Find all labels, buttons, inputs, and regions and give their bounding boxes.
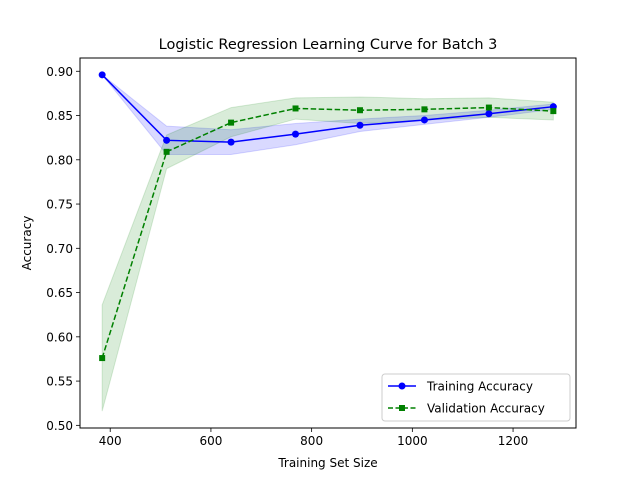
y-tick-label: 0.70 <box>46 242 73 256</box>
plot-area-frame <box>79 57 577 429</box>
validation-accuracy-point <box>550 108 557 115</box>
y-tick-label: 0.65 <box>46 286 73 300</box>
validation-accuracy-point <box>421 106 428 113</box>
x-axis-label: Training Set Size <box>277 456 377 470</box>
validation-accuracy-point <box>228 119 235 126</box>
legend-marker-training <box>398 382 406 390</box>
training-accuracy-point <box>292 130 300 138</box>
x-tick-label: 1200 <box>498 434 529 448</box>
legend-marker-validation <box>399 405 405 411</box>
x-tick-label: 1000 <box>397 434 428 448</box>
validation-accuracy-point <box>292 105 299 112</box>
y-tick-label: 0.60 <box>46 330 73 344</box>
validation-accuracy-point <box>99 355 106 362</box>
training-accuracy-point <box>356 121 364 129</box>
validation-accuracy-line <box>101 106 554 359</box>
training-accuracy-point <box>227 138 235 146</box>
y-tick-label: 0.50 <box>46 419 73 433</box>
y-tick-label: 0.85 <box>46 109 73 123</box>
x-tick-label: 800 <box>300 434 323 448</box>
y-tick-label: 0.75 <box>46 198 73 212</box>
validation-accuracy-band <box>101 96 554 412</box>
training-accuracy-point <box>485 110 493 118</box>
x-tick-label: 400 <box>99 434 122 448</box>
training-accuracy-point <box>163 136 171 144</box>
training-accuracy-point <box>98 71 106 79</box>
y-tick-label: 0.90 <box>46 65 73 79</box>
legend-label-validation: Validation Accuracy <box>427 402 545 416</box>
y-axis-label: Accuracy <box>20 216 34 271</box>
legend-label-training: Training Accuracy <box>426 380 533 394</box>
training-accuracy-point <box>420 116 428 124</box>
chart-title: Logistic Regression Learning Curve for B… <box>159 37 498 53</box>
y-tick-label: 0.80 <box>46 153 73 167</box>
validation-accuracy-point <box>356 107 363 114</box>
legend-box <box>381 373 571 422</box>
y-tick-label: 0.55 <box>46 375 73 389</box>
training-accuracy-line <box>101 74 554 143</box>
x-tick-label: 600 <box>199 434 222 448</box>
validation-accuracy-point <box>163 148 170 155</box>
legend: Training Accuracy Validation Accuracy <box>381 373 571 422</box>
validation-accuracy-point <box>485 104 492 111</box>
